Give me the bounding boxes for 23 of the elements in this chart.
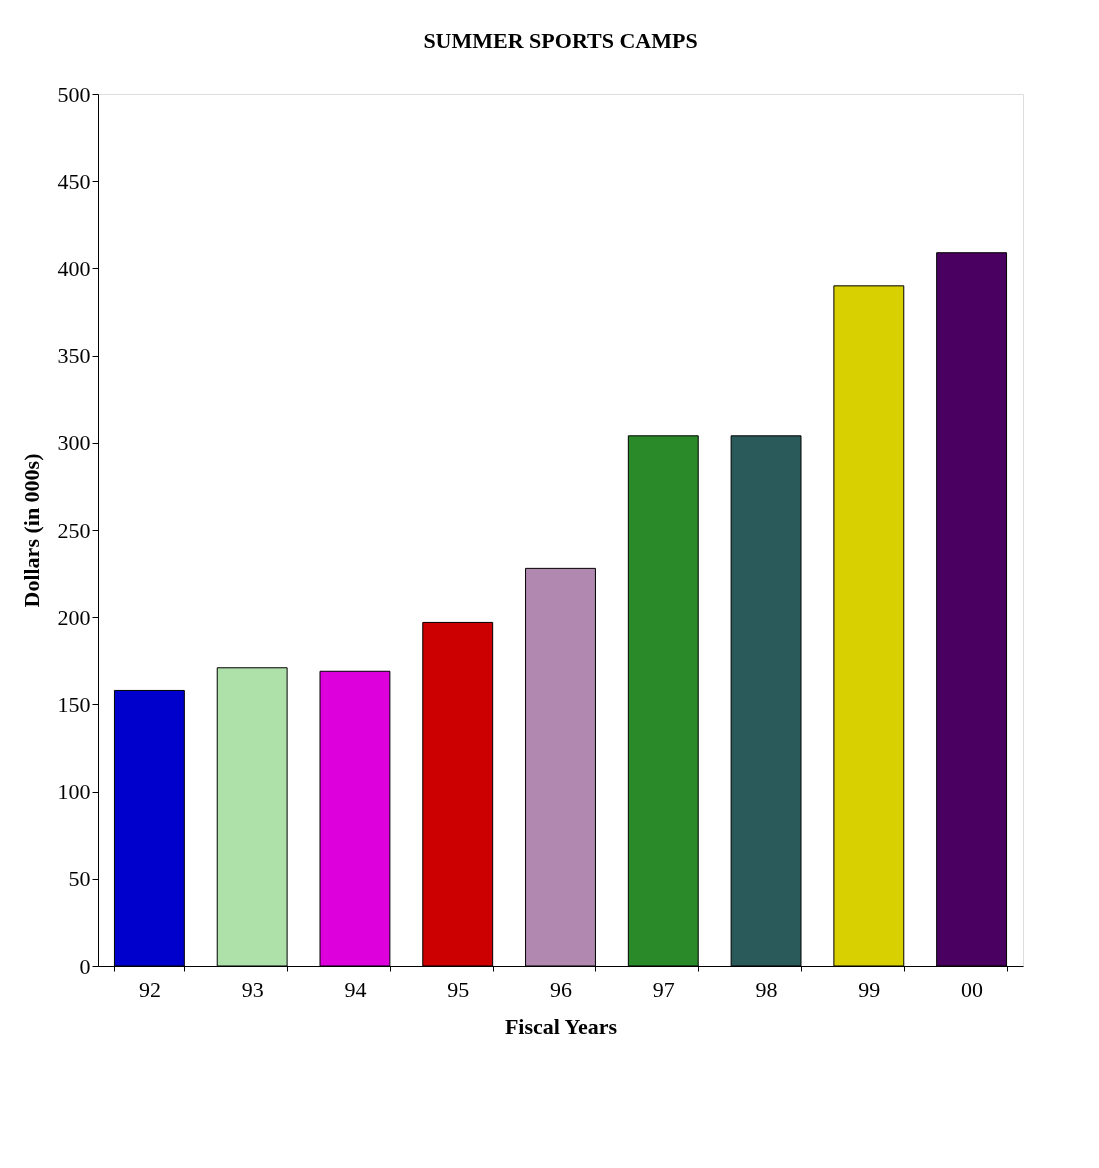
x-tick-label: 96	[550, 976, 572, 1002]
x-tick-label: 97	[652, 976, 675, 1002]
x-tick-label: 95	[447, 976, 470, 1002]
y-tick-label: 250	[57, 517, 91, 543]
x-tick-label: 92	[138, 976, 161, 1002]
x-axis-title: Fiscal Years	[504, 1013, 618, 1039]
x-tick-label: 00	[961, 976, 984, 1002]
y-tick-label: 350	[57, 343, 91, 369]
y-tick-label: 300	[57, 430, 91, 456]
x-tick-label: 98	[755, 976, 778, 1002]
y-tick-label: 50	[68, 866, 91, 892]
y-tick-label: 450	[57, 168, 91, 194]
x-tick-label: 93	[241, 976, 264, 1002]
y-tick-label: 500	[57, 81, 91, 107]
y-tick-label: 0	[79, 953, 91, 979]
x-tick-label: 99	[858, 976, 881, 1002]
y-tick-label: 100	[57, 779, 91, 805]
chart-title: SUMMER SPORTS CAMPS	[423, 28, 698, 53]
y-tick-label: 400	[57, 255, 91, 281]
y-tick-label: 200	[57, 604, 91, 630]
y-tick-label: 150	[57, 691, 91, 717]
y-axis-title: Dollars (in 000s)	[18, 453, 44, 608]
x-tick-label: 94	[344, 976, 367, 1002]
